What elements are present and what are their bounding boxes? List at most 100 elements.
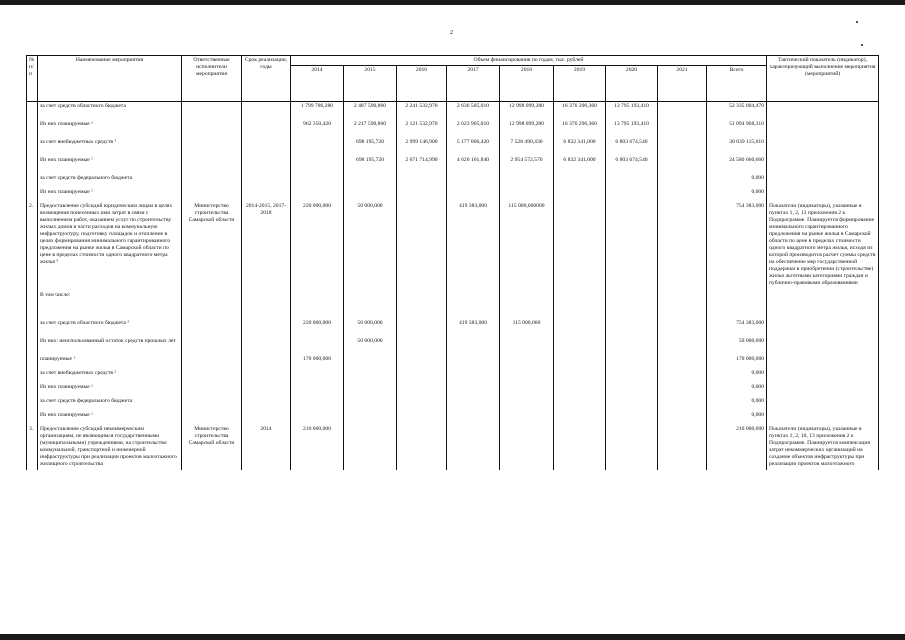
- period-cell: 2014: [241, 425, 291, 470]
- year-value: [499, 188, 554, 202]
- total-value: 50 000,000: [705, 337, 768, 355]
- table-row: Из них планируемые ¹ 0,000: [26, 383, 880, 397]
- year-value: [290, 156, 344, 174]
- executor-cell: [181, 174, 242, 188]
- row-number: [26, 188, 38, 202]
- row-number: [26, 120, 38, 138]
- row-number: [26, 337, 38, 355]
- year-value: [290, 411, 344, 425]
- year-value: [657, 188, 707, 202]
- indicator-cell: [766, 138, 880, 156]
- year-value: [499, 369, 554, 383]
- period-cell: [241, 101, 291, 120]
- year-value: [343, 188, 397, 202]
- period-cell: [241, 337, 291, 355]
- year-value: 210 000,000: [290, 425, 344, 470]
- year-value: [499, 383, 554, 397]
- year-value: [446, 337, 500, 355]
- executor-cell: [181, 411, 242, 425]
- activity-name: Из них планируемые ¹: [37, 383, 182, 397]
- year-value: 115 000,000000: [499, 202, 554, 291]
- bottom-scan-border: [0, 634, 905, 640]
- year-value: [396, 369, 447, 383]
- indicator-cell: [766, 369, 880, 383]
- year-value: [343, 369, 397, 383]
- period-cell: [241, 355, 291, 369]
- total-value: 52 335 004,470: [705, 101, 768, 120]
- year-value: [657, 337, 707, 355]
- row-number: [26, 369, 38, 383]
- year-value: 50 000,000: [343, 319, 397, 337]
- executor-cell: [181, 156, 242, 174]
- header-executor: Ответственные исполнители мероприятия: [181, 55, 242, 102]
- year-value: [290, 337, 344, 355]
- year-value: 2 217 590,860: [343, 120, 397, 138]
- period-cell: [241, 369, 291, 383]
- year-value: [553, 319, 606, 337]
- header-year: 2014: [290, 65, 344, 102]
- table-row: В том числе:: [26, 291, 880, 319]
- year-value: 115 000,000: [499, 319, 554, 337]
- year-value: [499, 291, 554, 319]
- year-value: [657, 383, 707, 397]
- indicator-cell: [766, 156, 880, 174]
- year-value: [499, 425, 554, 470]
- total-value: 24 580 660,660: [705, 156, 768, 174]
- table-row: за счет средств областного бюджета ³ 220 …: [26, 319, 880, 337]
- header-year: 2020: [605, 65, 658, 102]
- year-value: [605, 383, 658, 397]
- year-value: [605, 291, 658, 319]
- total-value: 0,000: [705, 397, 768, 411]
- year-value: 220 000,000: [290, 319, 344, 337]
- table-row: планируемые ¹ 170 000,000 170 000,000: [26, 355, 880, 369]
- activity-name: за счет средств областного бюджета ³: [37, 319, 182, 337]
- year-value: [396, 383, 447, 397]
- executor-cell: [181, 337, 242, 355]
- funding-table: № п/п Наименование мероприятия Ответстве…: [26, 55, 880, 470]
- indicator-cell: [766, 355, 880, 369]
- year-value: [657, 101, 707, 120]
- row-number: [26, 397, 38, 411]
- year-value: [343, 355, 397, 369]
- year-value: 2 241 532,970: [396, 101, 447, 120]
- year-value: [343, 174, 397, 188]
- indicator-cell: [766, 101, 880, 120]
- year-value: [446, 188, 500, 202]
- year-value: [290, 188, 344, 202]
- year-value: 6 832 341,000: [553, 156, 606, 174]
- executor-cell: [181, 101, 242, 120]
- year-value: [396, 319, 447, 337]
- row-number: [26, 355, 38, 369]
- year-value: 7 528 490,430: [499, 138, 554, 156]
- year-value: [446, 174, 500, 188]
- year-value: 2 623 905,010: [446, 120, 500, 138]
- year-value: [396, 355, 447, 369]
- total-value: 170 000,000: [705, 355, 768, 369]
- header-num: № п/п: [26, 55, 38, 102]
- total-value: 0,000: [705, 369, 768, 383]
- period-cell: 2014-2015, 2017-2018: [241, 202, 291, 291]
- year-value: 13 795 193,410: [605, 120, 658, 138]
- table-row: Из них планируемые ¹ 962 350,420 2 217 590…: [26, 120, 880, 138]
- row-number: 2.: [26, 202, 38, 291]
- row-number: [26, 174, 38, 188]
- period-cell: [241, 156, 291, 174]
- year-value: [553, 425, 606, 470]
- year-value: [343, 291, 397, 319]
- year-value: 6 803 674,540: [605, 156, 658, 174]
- header-year: 2018: [499, 65, 554, 102]
- period-cell: [241, 397, 291, 411]
- executor-cell: [181, 319, 242, 337]
- activity-name: В том числе:: [37, 291, 182, 319]
- activity-name: Из них планируемые ¹: [37, 120, 182, 138]
- year-value: 2 636 505,010: [446, 101, 500, 120]
- year-value: [343, 397, 397, 411]
- year-value: 6 803 674,540: [605, 138, 658, 156]
- year-value: [657, 355, 707, 369]
- row-number: [26, 138, 38, 156]
- year-value: [499, 337, 554, 355]
- executor-cell: [181, 369, 242, 383]
- total-value: 210 000,000: [705, 425, 768, 470]
- activity-name: за счет внебюджетных средств ²: [37, 138, 182, 156]
- total-value: [705, 291, 768, 319]
